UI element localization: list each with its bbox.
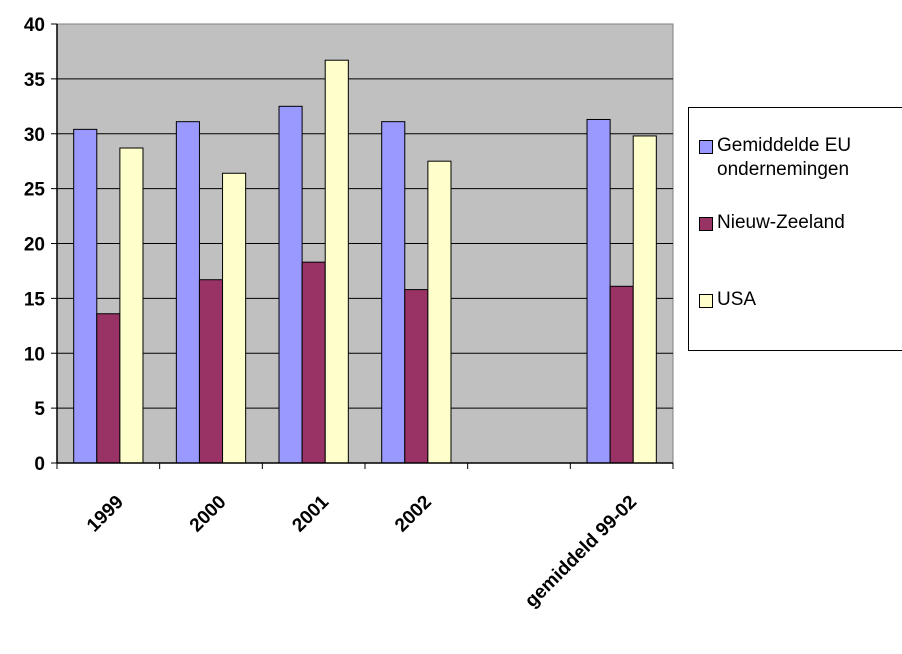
bar-gemiddelde-eu-2001 xyxy=(278,105,303,464)
legend: Gemiddelde EU ondernemingen Nieuw-Zeelan… xyxy=(688,107,902,351)
legend-item-usa: USA xyxy=(699,288,902,312)
y-tick-label: 35 xyxy=(24,70,46,91)
bar-nieuw-zeeland-2001 xyxy=(301,261,326,464)
gridlines xyxy=(57,78,673,409)
bar-usa-gemiddeld-99-02 xyxy=(632,135,657,464)
bar-usa-2002 xyxy=(427,160,452,464)
y-tick-label: 5 xyxy=(34,399,45,420)
x-tick-label: gemiddeld 99-02 xyxy=(521,492,641,612)
y-tick-label: 30 xyxy=(24,125,45,146)
bar-usa-2000 xyxy=(222,172,247,464)
legend-label-nieuw-zeeland: Nieuw-Zeeland xyxy=(717,212,845,233)
bar-nieuw-zeeland-gemiddeld-99-02 xyxy=(609,285,634,464)
bar-nieuw-zeeland-2002 xyxy=(404,289,429,464)
legend-item-gemiddelde-eu: Gemiddelde EU ondernemingen xyxy=(699,134,902,182)
bar-gemiddelde-eu-2000 xyxy=(175,121,200,464)
legend-swatch-usa xyxy=(699,294,713,308)
y-tick-labels: 0 5 10 15 20 25 30 35 40 xyxy=(24,15,46,475)
x-tick-label: 2001 xyxy=(288,491,333,536)
legend-swatch-nieuw-zeeland xyxy=(699,217,713,231)
x-tick-label: 2000 xyxy=(186,492,231,537)
bar-nieuw-zeeland-2000 xyxy=(198,279,224,464)
x-tick-labels: 1999 2000 2001 2002 gemiddeld 99-02 xyxy=(83,491,641,611)
bar-gemiddelde-eu-2002 xyxy=(381,121,406,464)
y-tick-label: 25 xyxy=(24,180,46,201)
legend-item-nieuw-zeeland: Nieuw-Zeeland xyxy=(699,211,902,235)
x-tick-label: 1999 xyxy=(83,492,128,537)
bar-usa-1999 xyxy=(119,147,144,464)
legend-label-usa: USA xyxy=(717,289,757,310)
bar-gemiddelde-eu-gemiddeld-99-02 xyxy=(586,118,611,464)
bar-nieuw-zeeland-1999 xyxy=(96,313,121,464)
x-tick-label: 2002 xyxy=(391,492,436,537)
y-tick-label: 40 xyxy=(24,15,45,36)
y-tick-label: 10 xyxy=(24,344,45,365)
bar-usa-2001 xyxy=(324,59,349,464)
bar-gemiddelde-eu-1999 xyxy=(73,128,98,464)
y-tick-label: 0 xyxy=(34,454,45,475)
axes xyxy=(51,23,674,469)
legend-swatch-gemiddelde-eu xyxy=(699,140,713,154)
y-tick-label: 15 xyxy=(24,289,46,310)
y-tick-label: 20 xyxy=(24,235,45,256)
bars xyxy=(73,59,657,464)
legend-label-gemiddelde-eu: Gemiddelde EU ondernemingen xyxy=(717,135,852,180)
